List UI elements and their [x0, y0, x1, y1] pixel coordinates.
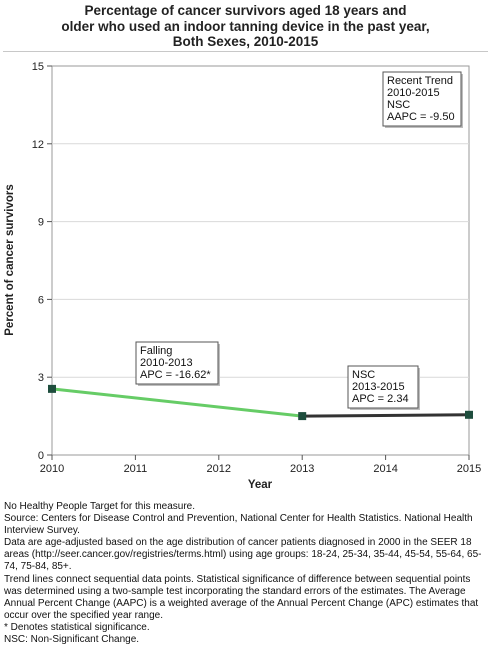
- data-point: [298, 412, 307, 421]
- footnote: NSC: Non-Significant Change.: [4, 634, 140, 646]
- chart-title-line: Both Sexes, 2010-2015: [172, 34, 319, 49]
- y-axis-title: Percent of cancer survivors: [4, 184, 16, 336]
- falling-trend-box-text: Falling: [140, 345, 172, 357]
- footnote: Data are age-adjusted based on the age d…: [4, 537, 482, 573]
- chart-title: Percentage of cancer survivors aged 18 y…: [0, 3, 491, 50]
- y-tick-label: 9: [38, 217, 44, 229]
- x-tick-label: 2011: [124, 463, 148, 475]
- footnote: No Healthy People Target for this measur…: [4, 501, 196, 512]
- nsc-trend-box-text: APC = 2.34: [352, 393, 409, 405]
- title-divider: [3, 51, 488, 52]
- data-point: [465, 410, 473, 419]
- nsc-trend-box: [347, 365, 419, 409]
- recent-trend-box-text: Recent Trend: [387, 75, 453, 87]
- trend-lines: [51, 387, 470, 418]
- x-tick-label: 2015: [457, 463, 481, 475]
- recent-trend-box-text: AAPC = -9.50: [387, 111, 455, 123]
- x-tick-label: 2010: [40, 463, 64, 475]
- y-tick-label: 15: [32, 61, 44, 73]
- data-points: [48, 384, 473, 421]
- recent-trend-box-text: NSC: [387, 99, 410, 111]
- chart-title-line: older who used an indoor tanning device …: [61, 18, 430, 34]
- falling-trend-box-text: 2010-2013: [140, 357, 193, 369]
- recent-trend-box: [382, 71, 462, 127]
- nsc-trend-box-text: NSC: [352, 369, 375, 381]
- line-chart: 0 3 6 9 12 15 2010 2011 2012 2013 2014 2015 Year P…: [4, 61, 481, 491]
- x-tick-label: 2014: [373, 463, 397, 475]
- y-tick-label: 3: [38, 372, 44, 384]
- footnote: Trend lines connect sequential data poin…: [4, 573, 479, 621]
- trend-line: [302, 413, 470, 418]
- y-tick-label: 0: [38, 450, 44, 462]
- nsc-trend-box-text: 2013-2015: [352, 381, 405, 393]
- footnote: Source: Centers for Disease Control and …: [4, 513, 473, 537]
- footnotes: No Healthy People Target for this measur…: [4, 501, 488, 646]
- gridlines: [52, 143, 469, 378]
- x-axis-title: Year: [248, 479, 273, 491]
- data-point: [48, 384, 56, 393]
- y-tick-label: 6: [38, 294, 44, 306]
- x-tick-label: 2012: [207, 463, 231, 475]
- chart-title-line: Percentage of cancer survivors aged 18 y…: [84, 3, 407, 18]
- x-tick-label: 2013: [290, 463, 314, 475]
- y-tick-label: 12: [32, 139, 44, 151]
- footnote: * Denotes statistical significance.: [4, 621, 150, 633]
- trend-line: [51, 387, 303, 418]
- x-axis-ticks: 2010 2011 2012 2013 2014 2015: [40, 455, 481, 475]
- falling-trend-box: [135, 341, 219, 385]
- recent-trend-box-text: 2010-2015: [387, 87, 440, 99]
- falling-trend-box-text: APC = -16.62*: [140, 369, 211, 381]
- y-axis-ticks: 0 3 6 9 12 15: [32, 61, 52, 462]
